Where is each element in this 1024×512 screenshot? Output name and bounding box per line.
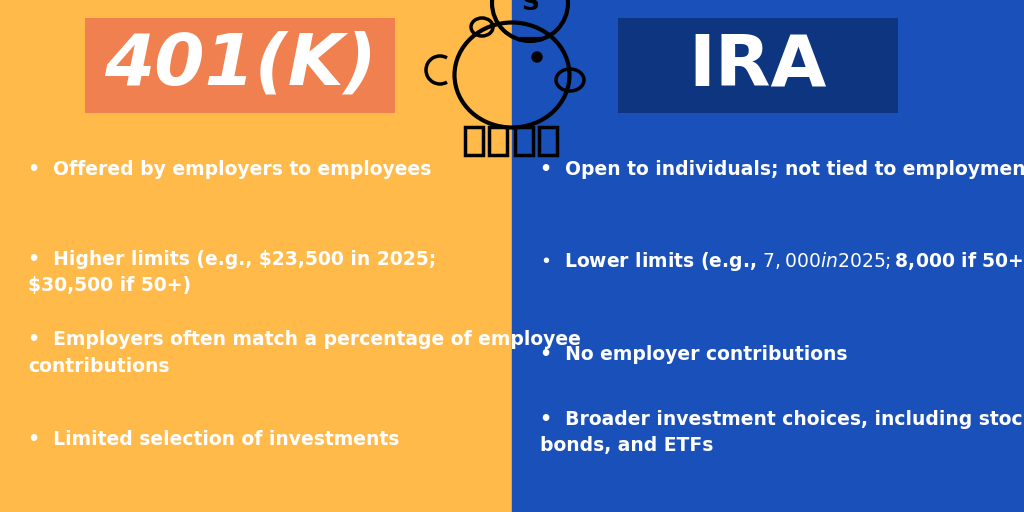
Text: •  Open to individuals; not tied to employment: • Open to individuals; not tied to emplo… — [540, 160, 1024, 179]
Text: •  Higher limits (e.g., $23,500 in 2025;
$30,500 if 50+): • Higher limits (e.g., $23,500 in 2025; … — [28, 250, 436, 295]
Text: IRA: IRA — [689, 31, 827, 100]
Text: 401(K): 401(K) — [103, 31, 377, 100]
Bar — [512, 0, 1024, 512]
Bar — [618, 18, 898, 113]
Text: •  No employer contributions: • No employer contributions — [540, 345, 848, 364]
Text: •  Broader investment choices, including stocks,
bonds, and ETFs: • Broader investment choices, including … — [540, 410, 1024, 456]
Bar — [85, 18, 395, 113]
Text: •  Limited selection of investments: • Limited selection of investments — [28, 430, 399, 449]
Text: S: S — [521, 0, 539, 15]
Text: •  Lower limits (e.g., $7,000 in 2025; $8,000 if 50+): • Lower limits (e.g., $7,000 in 2025; $8… — [540, 250, 1024, 273]
Text: •  Offered by employers to employees: • Offered by employers to employees — [28, 160, 431, 179]
Circle shape — [532, 52, 542, 62]
Text: •  Employers often match a percentage of employee
contributions: • Employers often match a percentage of … — [28, 330, 581, 375]
Bar — [0, 0, 512, 512]
